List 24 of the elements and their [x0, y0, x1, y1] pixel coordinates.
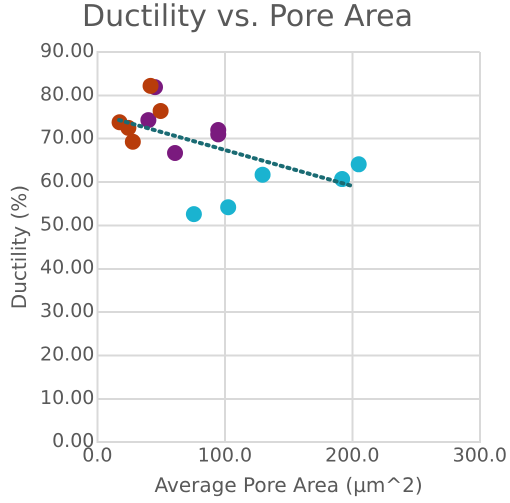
point: [142, 78, 159, 94]
y-tick-label: 20.00: [40, 343, 94, 366]
point: [186, 206, 202, 222]
y-tick-label: 30.00: [40, 300, 94, 322]
y-tick-label: 50.00: [40, 213, 94, 236]
y-tick-label: 90.00: [40, 40, 94, 62]
point: [220, 199, 236, 216]
point: [350, 156, 367, 172]
y-tick-label: 10.00: [40, 386, 94, 409]
x-tick-label: 200.0: [325, 444, 380, 467]
point: [167, 145, 184, 162]
chart-title: Ductility vs. Pore Area: [82, 0, 413, 34]
x-axis-title: Average Pore Area (µm^2): [154, 473, 423, 498]
y-tick-label: 70.00: [40, 126, 94, 149]
point: [254, 166, 271, 183]
y-axis-title: Ductility (%): [7, 184, 32, 310]
x-tick-label: 100.0: [198, 444, 252, 467]
y-tick-label: 40.00: [40, 256, 94, 279]
point: [124, 134, 141, 150]
y-tick-label: 60.00: [40, 170, 94, 192]
point: [152, 102, 169, 119]
y-tick-label: 80.00: [40, 83, 94, 106]
x-tick-label: 300.0: [452, 444, 508, 467]
point: [140, 112, 156, 128]
